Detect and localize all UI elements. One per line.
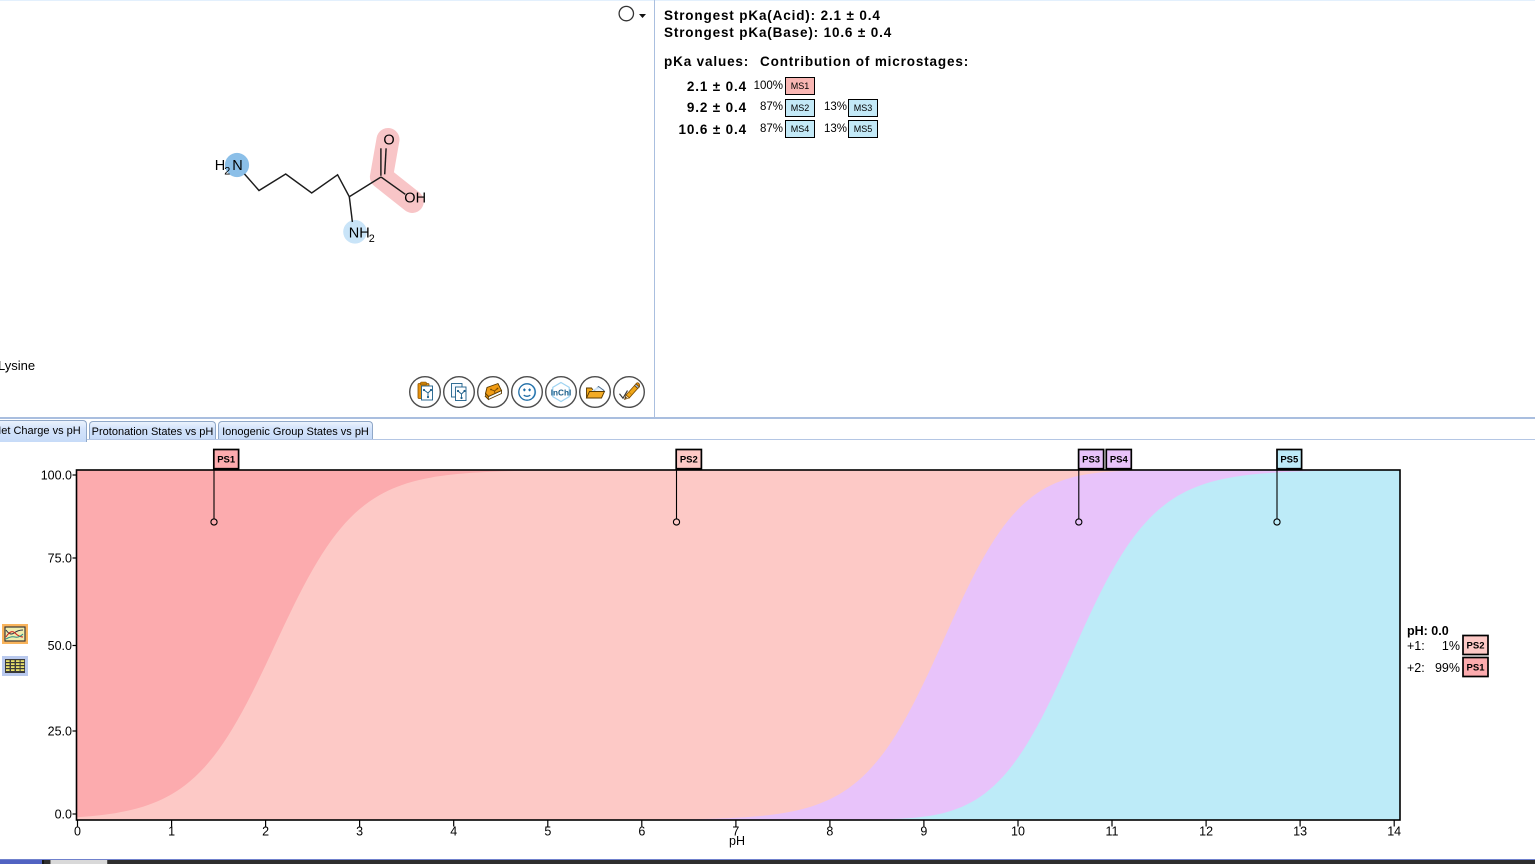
svg-text:5: 5 — [544, 825, 551, 839]
svg-text:9: 9 — [920, 825, 927, 839]
svg-text:+1:: +1: — [1407, 639, 1425, 653]
svg-text:O: O — [383, 133, 394, 149]
svg-text:50.0: 50.0 — [48, 639, 72, 653]
svg-text:PS1: PS1 — [1467, 663, 1486, 674]
svg-text:H: H — [215, 158, 225, 174]
svg-text:2: 2 — [262, 825, 269, 839]
svg-text:3: 3 — [356, 825, 363, 839]
svg-text:11: 11 — [1106, 825, 1119, 839]
svg-text:2: 2 — [224, 166, 230, 178]
svg-text:2: 2 — [369, 233, 375, 245]
svg-text:100.0: 100.0 — [41, 469, 72, 483]
svg-text:8: 8 — [826, 825, 833, 839]
svg-text:14: 14 — [1387, 825, 1401, 839]
svg-text:PS4: PS4 — [1110, 455, 1129, 466]
svg-text:12: 12 — [1199, 825, 1213, 839]
svg-text:PS3: PS3 — [1082, 455, 1100, 466]
svg-text:1: 1 — [168, 825, 175, 839]
svg-text:0: 0 — [74, 825, 81, 839]
svg-text:25.0: 25.0 — [48, 725, 72, 739]
svg-text:+2:: +2: — [1407, 661, 1425, 675]
svg-text:pH: 0.0: pH: 0.0 — [1407, 624, 1449, 638]
svg-text:0.0: 0.0 — [55, 808, 72, 822]
svg-text:4: 4 — [450, 825, 457, 839]
svg-text:NH: NH — [349, 226, 370, 242]
svg-text:7: 7 — [732, 825, 739, 839]
svg-text:PS5: PS5 — [1280, 455, 1299, 466]
svg-text:75.0: 75.0 — [48, 552, 72, 566]
svg-text:99%: 99% — [1435, 661, 1460, 675]
svg-text:PS2: PS2 — [680, 455, 698, 466]
svg-text:InChI: InChI — [551, 388, 571, 397]
svg-text:PS1: PS1 — [217, 455, 236, 466]
svg-text:10: 10 — [1011, 825, 1025, 839]
svg-text:pH: pH — [729, 834, 745, 848]
svg-text:6: 6 — [638, 825, 645, 839]
svg-text:PS2: PS2 — [1467, 641, 1485, 652]
svg-text:N: N — [232, 158, 242, 174]
svg-text:13: 13 — [1293, 825, 1307, 839]
svg-text:OH: OH — [404, 191, 426, 207]
svg-text:1%: 1% — [1442, 639, 1460, 653]
